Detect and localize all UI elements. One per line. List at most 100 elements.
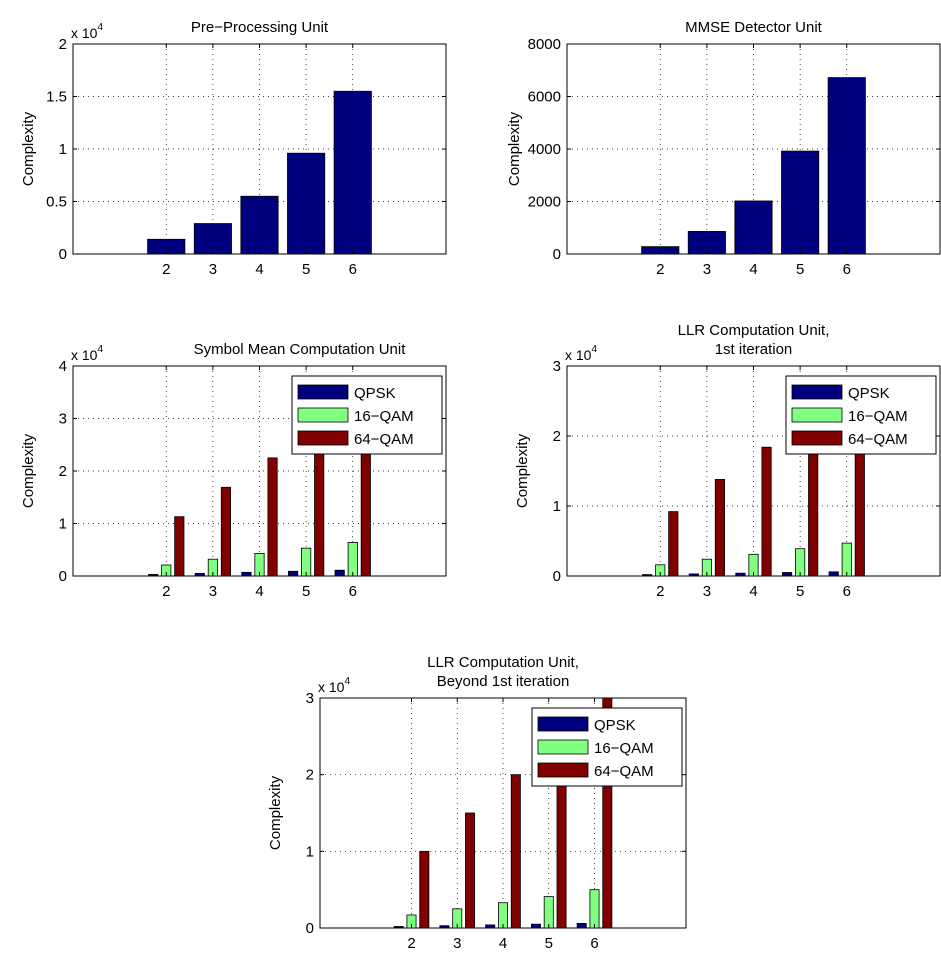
bar [782,572,793,577]
y-tick-label: 1 [59,516,67,533]
x-tick-label: 2 [407,935,415,952]
y-tick-label: 2 [59,36,67,53]
bar [828,571,839,577]
x-tick-label: 2 [656,261,664,278]
y-tick-label: 2 [553,428,561,445]
x-tick-label: 6 [349,583,357,600]
chart-mmse: 2 3 4 5 6 0 2000 4000 6000 8000 Complexity MMSE Det… [506,19,941,278]
y-tick-label: 8000 [528,36,561,53]
bar [333,90,372,255]
y-axis-label: Complexity [20,433,37,508]
y-tick-label: 0 [306,920,314,937]
y-tick-label: 1.5 [46,89,67,106]
bar [642,574,653,577]
bar [734,200,773,255]
y-tick-label: 1 [306,843,314,860]
bar [220,486,231,577]
x-tick-label: 5 [545,935,553,952]
legend: QPSK 16−QAM 64−QAM [291,375,443,455]
x-tick-label: 6 [590,935,598,952]
bar [393,926,404,929]
legend-label: 64−QAM [354,431,414,448]
legend-swatch [537,762,589,778]
bar [174,516,185,577]
x-tick-label: 6 [843,261,851,278]
chart-title: 1st iteration [715,341,793,358]
bar [510,774,521,929]
y-tick-label: 0 [59,568,67,585]
y-tick-label: 2 [59,463,67,480]
legend-swatch [297,384,349,400]
bar [841,542,852,577]
x-tick-label: 5 [796,583,804,600]
bar [761,446,772,577]
y-axis-label: Complexity [267,775,284,850]
x-tick-label: 5 [796,261,804,278]
y-tick-label: 2000 [528,194,561,211]
y-tick-label: 2 [306,767,314,784]
legend: QPSK 16−QAM 64−QAM [531,707,683,787]
legend-swatch [537,739,589,755]
bar [241,571,252,577]
y-tick-label: 6000 [528,89,561,106]
legend-swatch [537,716,589,732]
legend-label: 64−QAM [848,431,908,448]
y-tick-label: 0 [59,246,67,263]
bar [148,574,159,577]
x-tick-label: 4 [749,583,757,600]
bar [589,889,600,929]
legend-swatch [297,407,349,423]
y-axis-label: Complexity [20,111,37,186]
chart-title: MMSE Detector Unit [685,19,823,36]
y-tick-label: 4000 [528,141,561,158]
bar [193,223,232,255]
bar [827,77,866,255]
bar [288,570,299,577]
y-tick-label: 4 [59,358,67,375]
legend-label: 16−QAM [848,408,908,425]
y-tick-label: 0.5 [46,194,67,211]
y-tick-label: 3 [553,358,561,375]
x-tick-label: 2 [162,261,170,278]
legend-swatch [791,430,843,446]
axis-exponent-label: x 104 [318,676,350,695]
bar [735,572,746,577]
bar [714,478,725,577]
y-axis-label: Complexity [506,111,523,186]
legend-label: 16−QAM [354,408,414,425]
x-tick-label: 6 [349,261,357,278]
x-tick-label: 2 [656,583,664,600]
chart-title: Symbol Mean Computation Unit [194,341,407,358]
bar [485,924,496,929]
legend-label: QPSK [848,385,890,402]
bar [439,925,450,929]
x-tick-label: 4 [749,261,757,278]
x-tick-label: 4 [255,583,263,600]
bar [267,457,278,577]
legend-label: QPSK [354,385,396,402]
y-tick-label: 0 [553,568,561,585]
y-tick-label: 3 [306,690,314,707]
chart-pre: 2 3 4 5 6 0 0.5 1 1.5 2 Complexity x 104 Pre−Process… [20,19,447,278]
bar [668,511,679,577]
bar [194,572,205,577]
x-tick-label: 4 [255,261,263,278]
bar [419,850,430,929]
y-tick-label: 1 [553,498,561,515]
chart-title: Beyond 1st iteration [437,673,570,690]
legend-swatch [791,407,843,423]
x-tick-label: 6 [843,583,851,600]
chart-title: Pre−Processing Unit [191,19,329,36]
legend-label: 16−QAM [594,740,654,757]
x-tick-label: 5 [302,583,310,600]
chart-title: LLR Computation Unit, [678,322,830,339]
legend-swatch [297,430,349,446]
x-tick-label: 3 [209,261,217,278]
x-tick-label: 3 [453,935,461,952]
chart-llrb: 2 3 4 5 6 0 1 2 3 Complexity x 104 LLR Computation … [267,654,687,952]
bar [334,569,345,577]
y-tick-label: 0 [553,246,561,263]
bar [688,573,699,577]
y-tick-label: 1 [59,141,67,158]
bar [347,542,358,577]
